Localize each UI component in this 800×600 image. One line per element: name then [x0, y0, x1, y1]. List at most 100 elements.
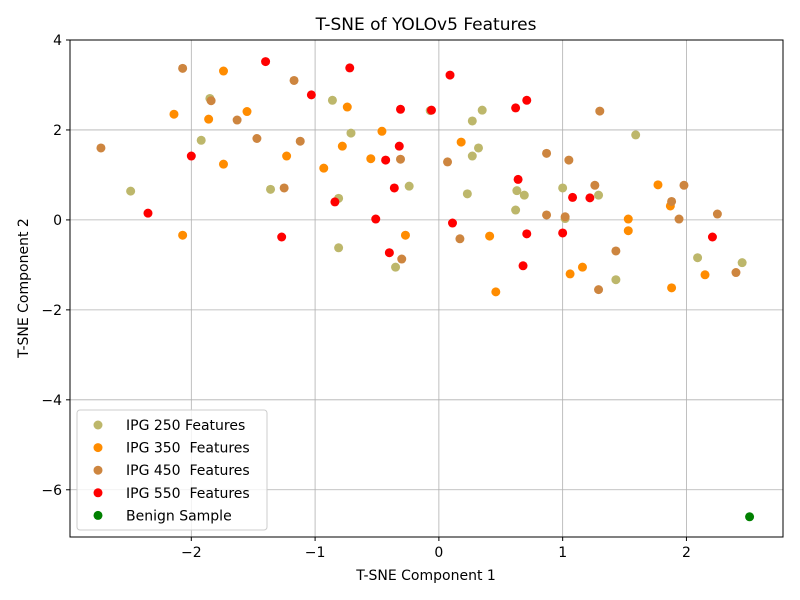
point-ipg-550-features — [389, 183, 399, 193]
x-tick-label: 2 — [682, 545, 691, 561]
legend-entry: IPG 550 Features — [126, 486, 250, 502]
point-ipg-550-features — [707, 232, 717, 242]
axis-ticks: −2 −1 0 1 2 −6 −4 −2 0 2 4 — [41, 33, 691, 561]
point-ipg-450-features — [232, 115, 242, 125]
point-ipg-250-features — [511, 205, 521, 215]
point-ipg-350-features — [456, 137, 466, 147]
point-ipg-250-features — [334, 243, 344, 253]
point-ipg-550-features — [445, 70, 455, 80]
point-ipg-550-features — [426, 105, 436, 115]
point-ipg-450-features — [252, 134, 262, 144]
point-ipg-450-features — [289, 75, 299, 85]
point-ipg-550-features — [396, 104, 406, 114]
point-ipg-250-features — [327, 95, 337, 105]
point-ipg-350-features — [178, 230, 188, 240]
point-ipg-450-features — [595, 106, 605, 116]
point-ipg-450-features — [674, 214, 684, 224]
x-tick-label: 0 — [434, 545, 443, 561]
point-ipg-350-features — [377, 126, 387, 136]
point-ipg-350-features — [565, 269, 575, 279]
point-ipg-550-features — [277, 232, 287, 242]
point-ipg-350-features — [623, 226, 633, 236]
point-ipg-450-features — [564, 155, 574, 165]
point-ipg-450-features — [455, 234, 465, 244]
point-ipg-250-features — [391, 262, 401, 272]
point-ipg-250-features — [266, 184, 276, 194]
point-ipg-550-features — [447, 218, 457, 228]
point-ipg-350-features — [400, 230, 410, 240]
point-ipg-550-features — [558, 228, 568, 238]
point-ipg-350-features — [485, 231, 495, 241]
point-ipg-550-features — [511, 103, 521, 113]
point-ipg-450-features — [178, 63, 188, 73]
point-ipg-250-features — [519, 190, 529, 200]
point-ipg-550-features — [186, 151, 196, 161]
point-ipg-350-features — [204, 114, 214, 124]
legend-marker — [93, 488, 103, 498]
y-tick-label: −2 — [41, 303, 62, 319]
y-tick-label: 2 — [53, 123, 62, 139]
point-ipg-550-features — [306, 90, 316, 100]
y-tick-label: −4 — [41, 393, 62, 409]
point-ipg-250-features — [477, 105, 487, 115]
point-ipg-350-features — [623, 214, 633, 224]
point-ipg-450-features — [679, 180, 689, 190]
point-ipg-550-features — [518, 261, 528, 271]
point-ipg-450-features — [594, 285, 604, 295]
point-ipg-350-features — [366, 154, 376, 164]
point-ipg-250-features — [693, 253, 703, 263]
point-ipg-350-features — [667, 283, 677, 293]
point-ipg-350-features — [653, 180, 663, 190]
point-ipg-550-features — [568, 192, 578, 202]
scatter-points — [96, 57, 755, 522]
point-ipg-450-features — [590, 180, 600, 190]
point-ipg-350-features — [218, 159, 228, 169]
legend-marker — [93, 510, 103, 520]
point-ipg-550-features — [585, 193, 595, 203]
chart-title: T-SNE of YOLOv5 Features — [315, 15, 537, 35]
legend-entry: IPG 450 Features — [126, 463, 250, 479]
point-ipg-450-features — [96, 143, 106, 153]
point-ipg-350-features — [169, 109, 179, 119]
point-ipg-350-features — [337, 141, 347, 151]
legend: IPG 250 Features IPG 350 Features IPG 450 … — [76, 409, 268, 531]
point-ipg-450-features — [542, 210, 552, 220]
x-tick-label: −2 — [181, 545, 202, 561]
point-ipg-450-features — [611, 246, 621, 256]
point-ipg-350-features — [319, 163, 329, 173]
point-ipg-250-features — [462, 189, 472, 199]
legend-entry: Benign Sample — [126, 508, 232, 524]
point-ipg-550-features — [394, 141, 404, 151]
point-ipg-350-features — [491, 287, 501, 297]
point-ipg-450-features — [443, 157, 453, 167]
point-ipg-250-features — [558, 183, 568, 193]
legend-box — [76, 409, 268, 531]
point-ipg-550-features — [513, 174, 523, 184]
point-ipg-550-features — [371, 214, 381, 224]
y-tick-label: −6 — [41, 483, 62, 499]
point-ipg-550-features — [381, 155, 391, 165]
point-ipg-250-features — [467, 116, 477, 126]
point-ipg-250-features — [467, 151, 477, 161]
y-tick-label: 0 — [53, 213, 62, 229]
point-ipg-450-features — [542, 148, 552, 158]
point-benign-sample — [745, 512, 755, 522]
point-ipg-350-features — [577, 262, 587, 272]
point-ipg-550-features — [143, 208, 153, 218]
legend-marker — [93, 443, 103, 453]
point-ipg-550-features — [522, 229, 532, 239]
y-tick-label: 4 — [53, 33, 62, 49]
point-ipg-450-features — [397, 254, 407, 264]
point-ipg-450-features — [279, 183, 289, 193]
point-ipg-350-features — [342, 102, 352, 112]
x-axis-label: T-SNE Component 1 — [355, 568, 496, 584]
point-ipg-550-features — [330, 197, 340, 207]
legend-entry: IPG 350 Features — [126, 441, 250, 457]
point-ipg-450-features — [295, 136, 305, 146]
point-ipg-550-features — [384, 248, 394, 258]
point-ipg-250-features — [473, 143, 483, 153]
legend-entry: IPG 250 Features — [126, 418, 245, 434]
point-ipg-250-features — [404, 181, 414, 191]
point-ipg-250-features — [126, 186, 136, 196]
